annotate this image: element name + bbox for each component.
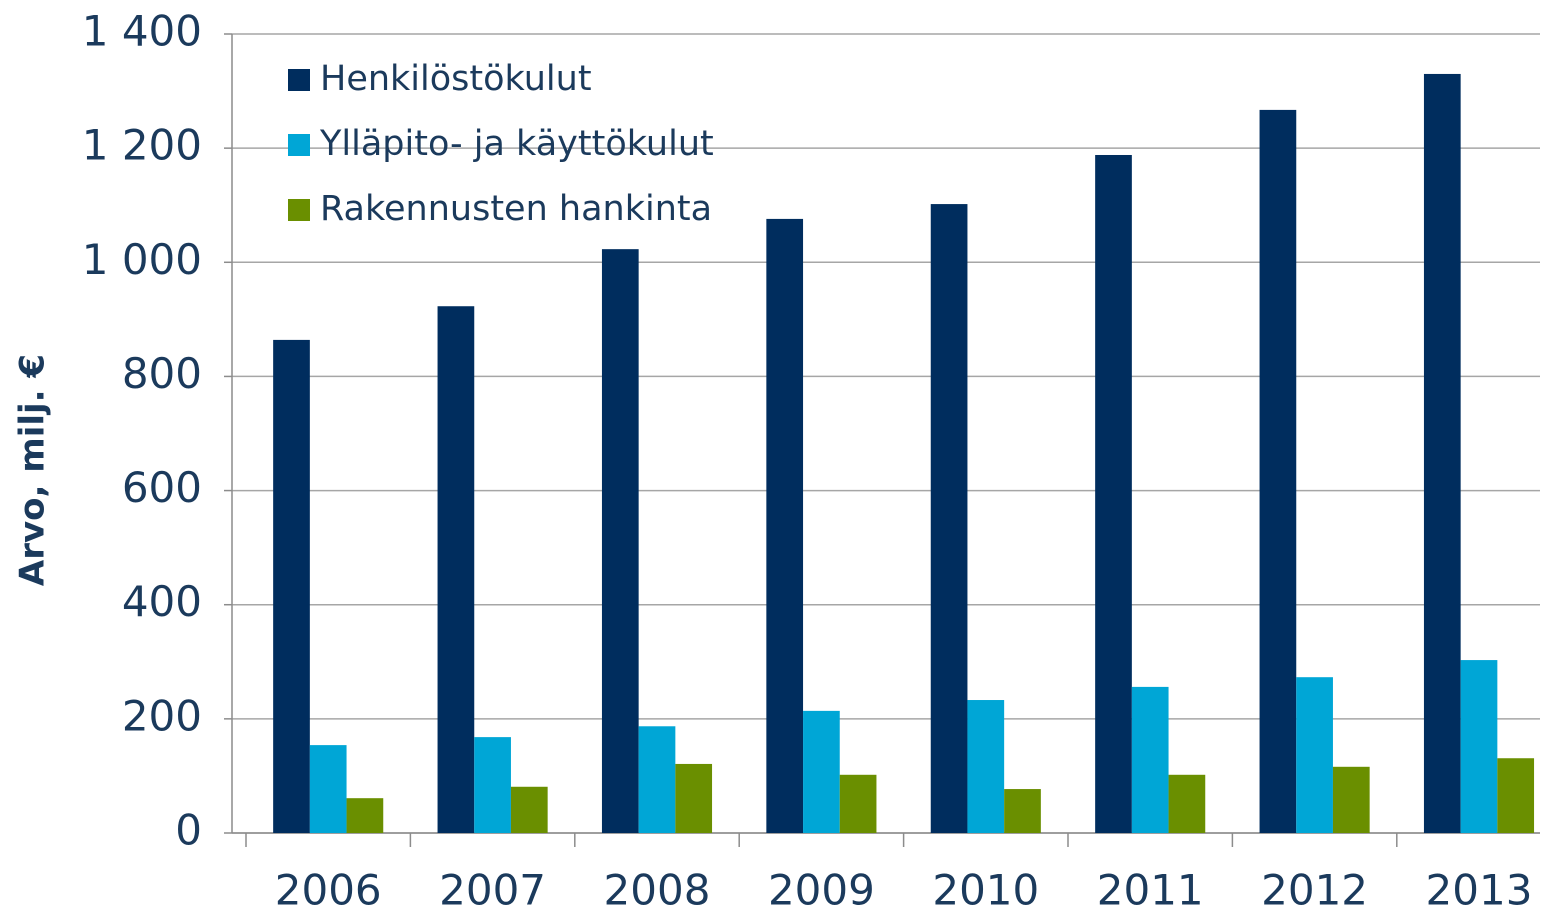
legend-label: Ylläpito- ja käyttökulut: [319, 124, 714, 164]
bar: [1423, 73, 1461, 833]
x-tick-label: 2009: [768, 866, 875, 915]
x-tick-label: 2006: [275, 866, 382, 915]
bar: [346, 798, 384, 833]
legend-swatch: [288, 69, 310, 91]
y-tick-label: 600: [122, 463, 202, 512]
bar: [930, 204, 968, 833]
y-tick-label: 400: [122, 577, 202, 626]
bar: [967, 700, 1005, 833]
bar: [1004, 789, 1041, 833]
bar: [1460, 660, 1498, 833]
y-tick-label: 1 000: [82, 235, 202, 284]
bar: [1131, 686, 1169, 833]
y-tick-label: 800: [122, 349, 202, 398]
bar: [638, 726, 676, 833]
x-tick-label: 2013: [1426, 866, 1533, 915]
bar: [510, 786, 548, 833]
bar: [1296, 677, 1333, 833]
x-tick-label: 2012: [1261, 866, 1368, 915]
legend-label: Rakennusten hankinta: [320, 189, 712, 229]
bar: [1332, 766, 1370, 833]
bar: [1497, 758, 1535, 833]
bar: [839, 774, 877, 833]
bar: [474, 737, 511, 833]
x-tick-label: 2010: [932, 866, 1039, 915]
y-tick-label: 1 200: [82, 121, 202, 170]
y-axis-title: Arvo, milj. €: [13, 354, 53, 586]
bar: [273, 339, 310, 833]
y-tick-label: 1 400: [82, 7, 202, 56]
y-tick-label: 0: [175, 806, 202, 855]
bar: [1259, 109, 1297, 833]
legend-label: Henkilöstökulut: [320, 59, 592, 99]
y-tick-label: 200: [122, 691, 202, 740]
legend-swatch: [288, 134, 310, 156]
bar: [437, 306, 475, 833]
bar: [803, 710, 840, 833]
bar: [766, 218, 804, 833]
x-tick-label: 2008: [604, 866, 711, 915]
bar: [1168, 774, 1206, 833]
x-tick-label: 2007: [439, 866, 546, 915]
bar: [675, 763, 713, 833]
bar: [309, 745, 347, 833]
x-tick-label: 2011: [1097, 866, 1204, 915]
bar: [601, 249, 639, 833]
bar: [1095, 154, 1132, 833]
legend-swatch: [288, 199, 310, 221]
